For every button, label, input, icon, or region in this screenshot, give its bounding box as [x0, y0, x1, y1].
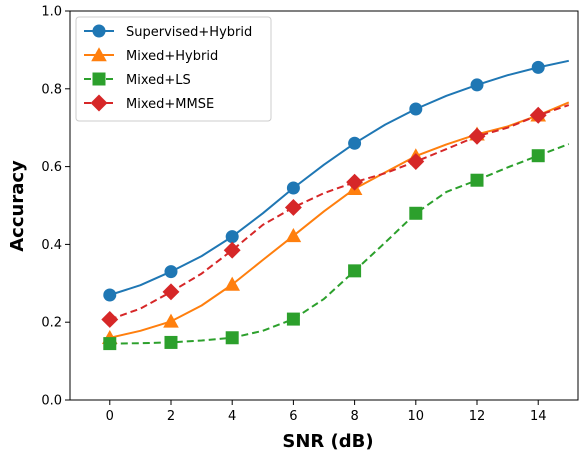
legend-marker-2	[91, 47, 107, 62]
series-4-point	[407, 153, 425, 170]
series-4-point	[223, 241, 241, 259]
series-4-point	[346, 173, 364, 191]
series-1-point	[286, 181, 300, 195]
series-2-point	[285, 228, 302, 243]
series-4-point	[529, 106, 547, 124]
series-line-2	[109, 101, 570, 339]
x-tick-label: 6	[289, 409, 297, 424]
legend-marker-4	[90, 94, 108, 112]
series-3-point	[470, 173, 484, 187]
series-3-point	[531, 149, 545, 163]
legend-marker-3	[92, 72, 106, 86]
x-tick-label: 12	[469, 409, 486, 424]
series-1-point	[164, 265, 178, 279]
y-tick-label: 0.0	[41, 394, 62, 409]
x-axis-title: SNR (dB)	[282, 431, 373, 452]
y-tick-label: 0.4	[41, 238, 62, 253]
plot-area	[101, 59, 570, 351]
series-1-point	[409, 102, 423, 116]
series-2-point	[163, 313, 179, 328]
series-line-3	[109, 143, 570, 345]
x-tick-label: 0	[106, 409, 114, 424]
x-tick-label: 2	[167, 409, 175, 424]
series-3-point	[164, 335, 178, 349]
series-2-point	[224, 276, 240, 291]
legend-label-3: Mixed+LS	[126, 73, 191, 88]
series-4-point	[162, 283, 180, 301]
legend-label-2: Mixed+Hybrid	[126, 49, 218, 64]
series-3-point	[409, 206, 423, 220]
x-tick-label: 10	[408, 409, 425, 424]
series-line-4	[109, 104, 570, 321]
legend-box	[75, 16, 272, 122]
series-1-point	[225, 230, 239, 244]
y-axis-title: Accuracy	[7, 160, 28, 252]
axes: 0 2 4 6 8 10 12 14 0.0 0.2 0.4 0.6 0.8 1.0	[41, 5, 579, 424]
legend: Supervised+Hybrid Mixed+Hybrid Mixed+LS Mix…	[75, 16, 272, 122]
x-tick-label: 14	[530, 409, 547, 424]
y-tick-label: 0.8	[41, 82, 62, 97]
legend-marker-1	[92, 24, 106, 38]
series-4-point	[284, 198, 302, 216]
legend-label-4: Mixed+MMSE	[126, 97, 214, 112]
legend-label-1: Supervised+Hybrid	[126, 25, 252, 40]
series-1-point	[103, 288, 117, 302]
plot-frame	[69, 10, 579, 401]
series-3-point	[103, 337, 117, 351]
series-4-point	[101, 311, 119, 328]
x-tick-label: 8	[350, 409, 358, 424]
series-3-point	[286, 312, 300, 326]
y-tick-label: 0.2	[41, 316, 62, 331]
x-tick-label: 4	[228, 409, 236, 424]
series-1-point	[531, 60, 545, 74]
series-line-1	[109, 59, 570, 296]
series-3-point	[348, 264, 362, 278]
series-3-point	[225, 331, 239, 345]
y-tick-label: 1.0	[41, 5, 62, 20]
y-tick-label: 0.6	[41, 160, 62, 175]
series-1-point	[470, 78, 484, 92]
series-4-point	[468, 127, 486, 145]
series-1-point	[348, 136, 362, 150]
